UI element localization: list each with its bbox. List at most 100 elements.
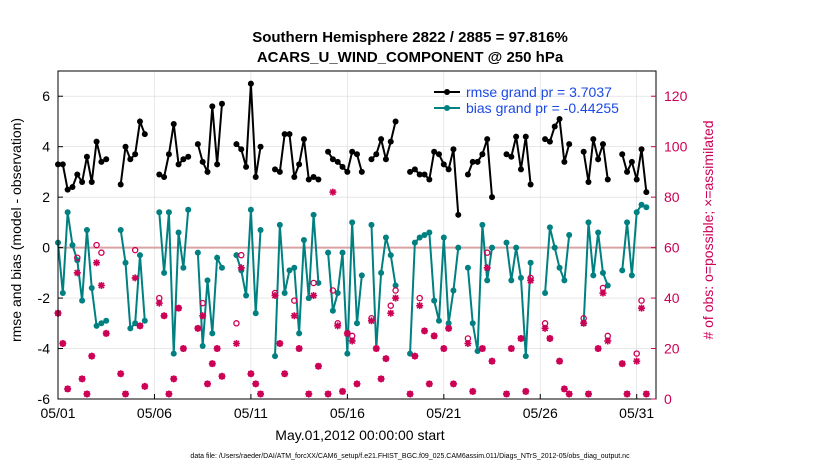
bias-point: [479, 221, 486, 228]
bias-point: [354, 320, 360, 327]
rmse-point: [416, 171, 423, 178]
rmse-point: [165, 151, 172, 158]
left-y-axis-label: rmse and bias (model - observation): [8, 118, 24, 342]
rmse-point: [508, 153, 515, 160]
rmse-point: [484, 136, 491, 143]
obs-possible-point: [238, 251, 245, 259]
obs-possible-point: [387, 302, 395, 309]
obs-assimilated-point: [314, 362, 322, 370]
rmse-point: [542, 136, 549, 143]
obs-assimilated-point: [604, 337, 612, 345]
obs-assimilated-point: [334, 322, 342, 330]
rmse-point: [214, 161, 221, 168]
rmse-point: [551, 123, 558, 130]
bias-point: [117, 226, 124, 233]
rmse-point: [421, 171, 428, 178]
rmse-point: [392, 118, 399, 125]
rmse-point: [590, 136, 597, 143]
rmse-point: [233, 141, 240, 148]
bias-point: [69, 242, 76, 249]
obs-assimilated-point: [213, 345, 221, 353]
obs-assimilated-point: [367, 317, 375, 325]
right-tick-label: 120: [664, 88, 688, 104]
rmse-point: [83, 153, 90, 160]
obs-assimilated-point: [218, 372, 226, 380]
left-axis-ticks: -6 -4 -2 0 2 4 6: [38, 88, 63, 407]
rmse-point: [305, 176, 312, 183]
obs-assimilated-point: [78, 375, 86, 383]
rmse-point: [69, 184, 76, 191]
rmse-point: [479, 151, 486, 158]
left-tick-label: -2: [38, 290, 51, 306]
rmse-point: [93, 138, 100, 145]
rmse-point: [580, 148, 587, 155]
rmse-point: [272, 166, 279, 173]
bias-point: [257, 226, 264, 233]
obs-assimilated-point: [421, 327, 429, 335]
bias-point: [484, 277, 491, 284]
left-tick-label: 6: [42, 88, 50, 104]
bias-point: [387, 252, 394, 259]
rmse-point: [218, 100, 225, 107]
rmse-point: [599, 141, 606, 148]
x-tick-label: 05/01: [40, 405, 75, 421]
bias-point: [305, 295, 312, 302]
obs-assimilated-point: [339, 387, 347, 395]
rmse-line: [409, 148, 460, 215]
obs-assimilated-point: [623, 390, 631, 398]
bias-line: [57, 212, 107, 328]
obs-assimilated-point: [522, 387, 530, 395]
plot-frame: [57, 70, 657, 400]
rmse-point: [296, 161, 303, 168]
obs-assimilated-point: [411, 352, 419, 360]
bias-point: [344, 350, 351, 357]
rmse-point: [426, 176, 433, 183]
rmse-point: [281, 131, 288, 138]
rmse-point: [257, 143, 264, 150]
bias-point: [431, 297, 438, 304]
rmse-point: [329, 156, 336, 163]
bias-point: [339, 249, 346, 256]
obs-assimilated-point: [464, 339, 472, 347]
obs-assimilated-point: [348, 337, 356, 345]
obs-possible-point: [329, 287, 337, 294]
rmse-point: [103, 156, 110, 163]
obs-assimilated-point: [208, 360, 216, 368]
obs-possible-point: [93, 241, 100, 249]
obs-assimilated-point: [271, 292, 279, 300]
obs-assimilated-series: [54, 188, 650, 398]
obs-assimilated-point: [131, 274, 139, 282]
rmse-point: [98, 158, 105, 165]
obs-assimilated-point: [387, 309, 395, 317]
obs-assimilated-point: [565, 390, 573, 398]
bias-point: [214, 254, 221, 261]
obs-assimilated-point: [353, 380, 361, 388]
rmse-point: [315, 176, 322, 183]
obs-assimilated-point: [290, 312, 298, 320]
obs-assimilated-point: [527, 276, 535, 284]
obs-possible-point: [131, 246, 139, 254]
obs-assimilated-point: [503, 390, 510, 398]
rmse-point: [435, 151, 442, 158]
rmse-point: [561, 158, 568, 165]
bias-point: [392, 282, 399, 289]
bias-point: [247, 206, 254, 213]
bias-point: [98, 320, 105, 327]
right-tick-label: 60: [664, 240, 680, 256]
bias-point: [585, 219, 592, 226]
obs-assimilated-point: [478, 345, 486, 353]
bias-point: [161, 269, 168, 276]
rmse-point: [464, 171, 471, 178]
obs-possible-point: [233, 320, 240, 327]
obs-assimilated-point: [392, 294, 400, 302]
rmse-point: [64, 186, 71, 193]
rmse-point: [450, 146, 457, 153]
rmse-point: [566, 141, 573, 148]
obs-possible-point: [199, 299, 206, 307]
obs-assimilated-point: [517, 334, 525, 342]
rmse-point: [339, 163, 346, 170]
obs-possible-point: [416, 294, 423, 302]
rmse-point: [378, 136, 385, 143]
obs-assimilated-point: [372, 345, 380, 353]
obs-assimilated-point: [449, 380, 457, 388]
